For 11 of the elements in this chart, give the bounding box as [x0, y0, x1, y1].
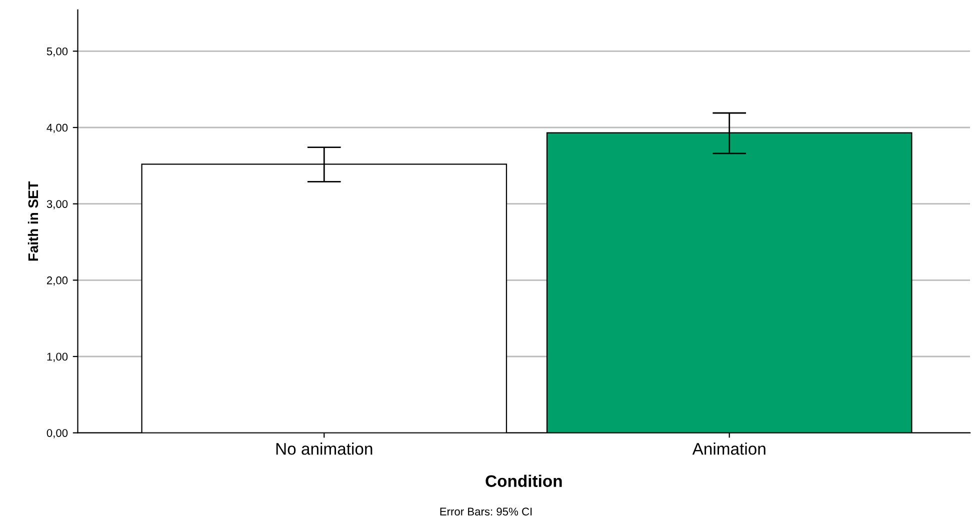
- y-tick-label: 3,00: [46, 200, 68, 210]
- y-tick-label: 2,00: [46, 276, 68, 286]
- y-axis-title: Faith in SET: [28, 181, 38, 261]
- x-axis-title: Condition: [486, 474, 562, 487]
- y-tick-label: 4,00: [46, 124, 68, 133]
- y-tick-label: 5,00: [46, 47, 68, 57]
- x-tick-label: No animation: [276, 442, 372, 455]
- x-tick-label: Animation: [692, 442, 766, 455]
- text: Error Bars: 95% CI: [440, 508, 532, 516]
- y-tick-label: 0,00: [46, 429, 68, 438]
- y-tick-label: 1,00: [47, 352, 68, 362]
